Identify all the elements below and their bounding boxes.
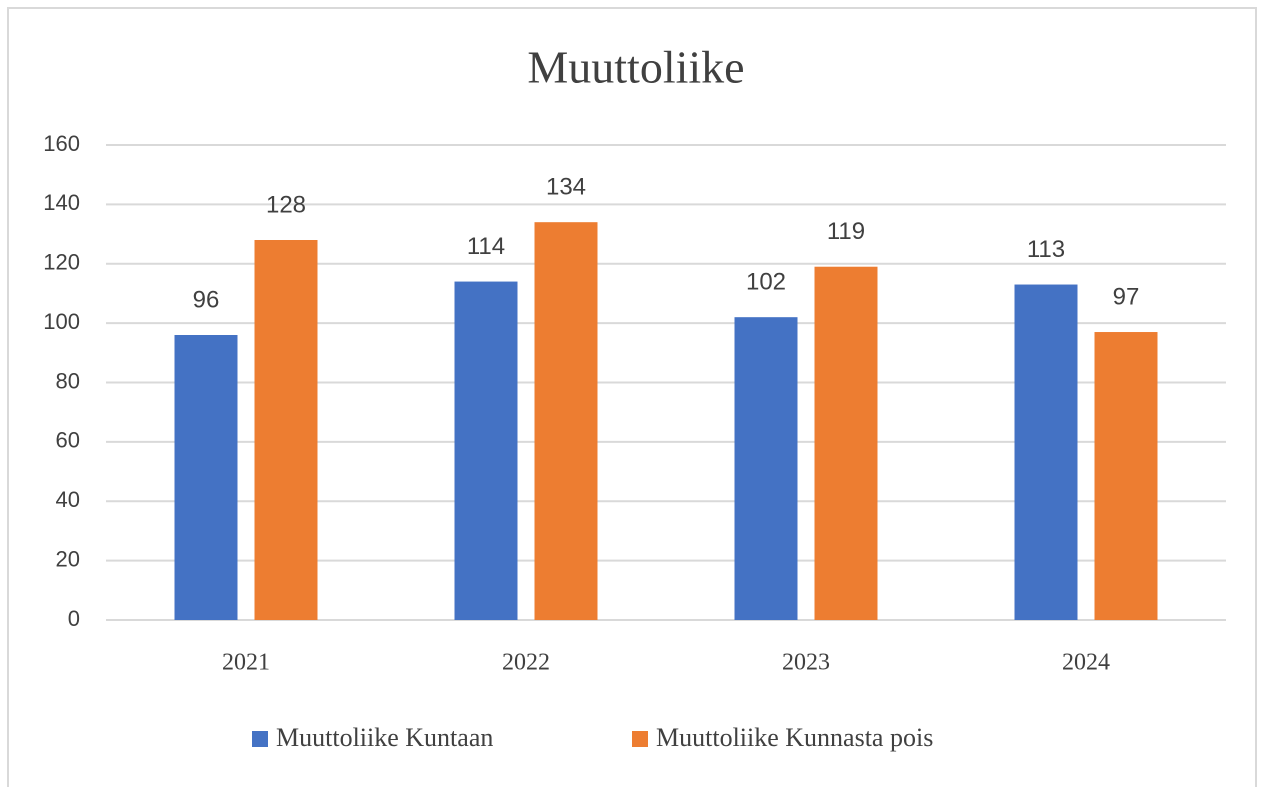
bar <box>454 281 518 620</box>
y-tick-label: 120 <box>43 250 80 275</box>
y-tick-label: 20 <box>56 546 80 571</box>
data-label: 96 <box>193 286 220 313</box>
x-tick-label: 2021 <box>222 650 270 676</box>
bar <box>734 317 798 620</box>
data-label: 134 <box>546 174 586 201</box>
legend-label: Muuttoliike Kuntaan <box>276 723 493 752</box>
bar <box>1014 284 1078 620</box>
data-label: 113 <box>1027 236 1065 263</box>
y-tick-label: 140 <box>43 190 80 215</box>
chart-title: Muuttoliike <box>527 42 744 93</box>
y-tick-label: 80 <box>56 368 80 393</box>
bar <box>534 222 598 620</box>
data-label: 97 <box>1113 283 1140 310</box>
bar <box>1094 332 1158 620</box>
y-tick-label: 60 <box>56 428 80 453</box>
legend-label: Muuttoliike Kunnasta pois <box>656 723 933 752</box>
x-tick-label: 2024 <box>1062 650 1110 676</box>
data-label: 114 <box>467 233 505 260</box>
y-tick-label: 0 <box>68 606 80 631</box>
data-label: 102 <box>746 269 786 296</box>
legend-swatch <box>632 731 648 747</box>
y-tick-label: 40 <box>56 487 80 512</box>
bar <box>174 335 238 620</box>
y-tick-label: 160 <box>43 131 80 156</box>
data-label: 128 <box>266 191 306 218</box>
x-tick-label: 2023 <box>782 650 830 676</box>
bar <box>814 266 878 620</box>
y-tick-label: 100 <box>43 309 80 334</box>
x-tick-label: 2022 <box>502 650 550 676</box>
bar <box>254 240 318 620</box>
data-label: 119 <box>827 218 865 245</box>
legend-swatch <box>252 731 268 747</box>
